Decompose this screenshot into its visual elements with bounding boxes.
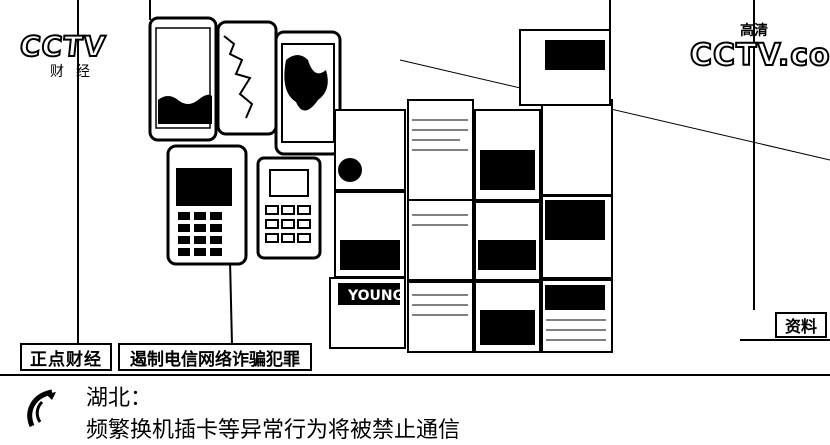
cctv-com-logo: CCTV.com 高清 <box>689 23 830 74</box>
cctv-logo-mark: CCTV <box>17 29 108 64</box>
archive-tag: 资料 <box>775 312 827 338</box>
lower-third-caption: 湖北： 频繁换机插卡等异常行为将被禁止通信 <box>0 374 830 445</box>
program-name: 正点财经 <box>20 343 112 371</box>
headline: 遏制电信网络诈骗犯罪 <box>118 343 312 371</box>
cctv-com-mark: CCTV.com <box>689 37 830 74</box>
channel-name: 财经 <box>50 64 102 80</box>
svg-text:YOUNG: YOUNG <box>347 288 404 304</box>
program-strip: 正点财经 遏制电信网络诈骗犯罪 <box>20 342 312 372</box>
hd-label: 高清 <box>740 23 768 39</box>
channel-logo: CCTV 财经 <box>17 29 108 81</box>
caption-text: 频繁换机插卡等异常行为将被禁止通信 <box>86 418 461 443</box>
cctv-swoosh-icon <box>27 389 56 427</box>
caption-location: 湖北： <box>86 386 153 411</box>
